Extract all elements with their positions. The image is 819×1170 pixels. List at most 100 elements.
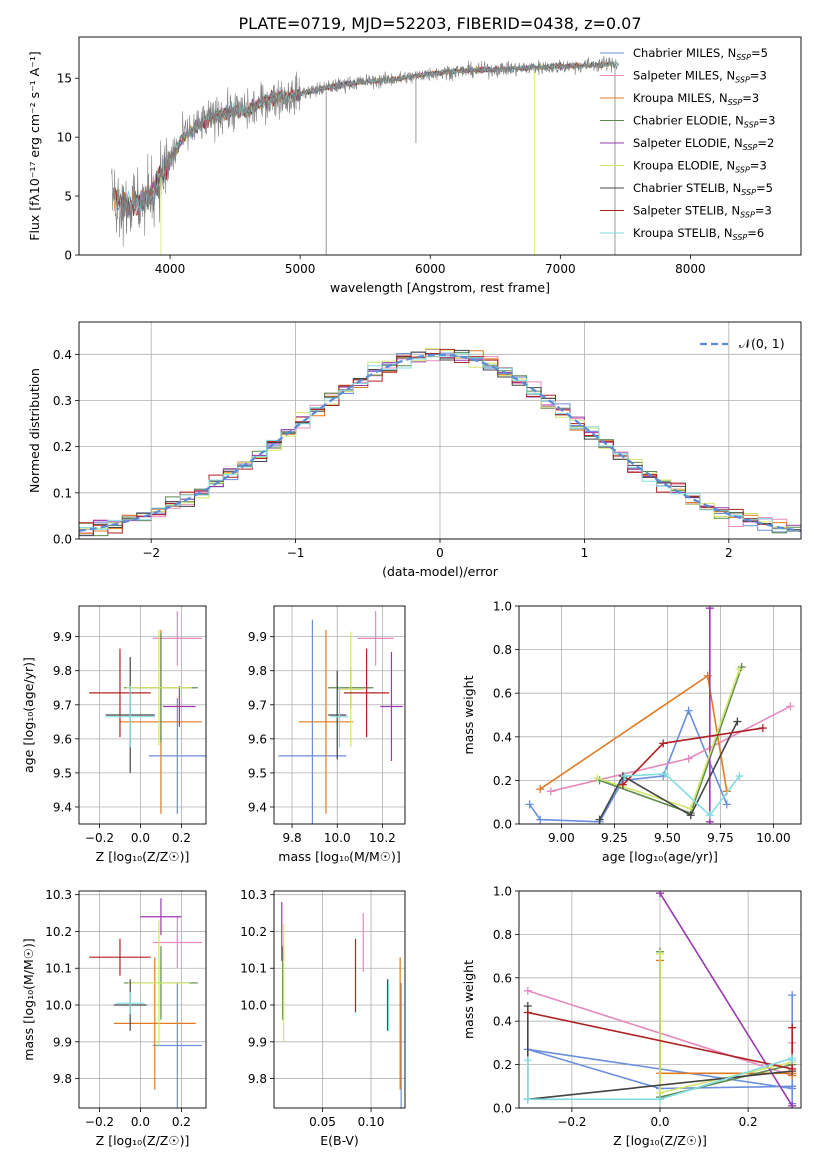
x-axis-label: Z [log₁₀(Z/Z☉)] — [613, 1133, 707, 1148]
weight-point-marker — [523, 1008, 532, 1017]
weight-point-marker — [705, 606, 714, 613]
weight-series — [546, 702, 795, 796]
legend-entry: 𝒩(0, 1) — [739, 336, 785, 351]
x-tick-label: 8000 — [675, 262, 706, 276]
plot-frame — [78, 605, 207, 825]
weight-series — [705, 606, 714, 824]
x-tick-label: 9.8 — [283, 831, 302, 845]
weight-point-marker — [722, 800, 731, 809]
x-tick-label: −0.2 — [85, 1115, 114, 1129]
figure-title: PLATE=0719, MJD=52203, FIBERID=0438, z=0… — [238, 14, 641, 33]
weight-point-marker — [684, 754, 693, 763]
x-axis-label: Z [log₁₀(Z/Z☉)] — [96, 1133, 190, 1148]
errorbar-point — [128, 920, 190, 1046]
x-tick-label: 0.2 — [172, 831, 191, 845]
y-tick-label: 9.9 — [248, 630, 267, 644]
weight-point-marker — [593, 774, 602, 783]
y-tick-label: 1.0 — [493, 600, 512, 614]
weight-point-marker — [788, 1064, 797, 1073]
errorbar-point — [380, 651, 403, 761]
x-tick-label: −0.2 — [85, 831, 114, 845]
x-tick-label: 10.00 — [756, 831, 790, 845]
y-tick-label: 0.0 — [493, 1102, 512, 1116]
errorbar-point — [298, 629, 354, 814]
grid-lines — [79, 891, 206, 1108]
y-tick-label: 0.4 — [493, 1015, 512, 1029]
y-axis-label: mass weight — [461, 960, 476, 1039]
mass-vs-metallicity-panel: −0.2 0.0 0.2 9.8 9.9 10.0 10.1 10.2 10.3 Z [log₁₀… — [21, 888, 207, 1148]
residuals-panel: −2 −1 0 1 2 0.0 0.1 0.2 0.3 0.4 (data-model)/error… — [27, 321, 802, 579]
y-tick-label: 0.8 — [493, 928, 512, 942]
legend-entry: Salpeter STELIB, NSSP=3 — [633, 204, 772, 220]
y-tick-label: 10.0 — [45, 999, 72, 1013]
x-tick-label: 0.0 — [650, 1115, 669, 1129]
errorbar-point — [344, 648, 390, 738]
weight-point-marker — [659, 739, 668, 748]
weight-point-marker — [656, 949, 664, 958]
errorbar-point — [278, 619, 347, 824]
weight-series — [656, 956, 797, 1080]
weight-series — [618, 724, 767, 789]
y-tick-label: 9.4 — [53, 800, 72, 814]
y-tick-label: 10.2 — [45, 925, 72, 939]
grid-lines — [274, 891, 405, 1108]
legend-entry: Kroupa MILES, NSSP=3 — [633, 91, 759, 107]
weight-point-marker — [786, 702, 795, 711]
x-tick-label: 7000 — [545, 262, 576, 276]
weight-point-marker — [621, 772, 630, 781]
y-tick-label: 15 — [57, 72, 72, 86]
y-tick-label: 9.9 — [248, 1035, 267, 1049]
y-tick-label: 10.1 — [45, 962, 72, 976]
y-tick-label: 9.9 — [53, 1035, 72, 1049]
errorbar-point — [148, 697, 206, 814]
y-axis-label: mass [log₁₀(M/M☉)] — [21, 938, 36, 1060]
weight-point-marker — [733, 717, 742, 726]
legend-entry: Kroupa ELODIE, NSSP=3 — [633, 159, 767, 175]
x-axis-label: mass [log₁₀(M/M☉)] — [278, 849, 400, 864]
y-tick-label: 9.9 — [53, 630, 72, 644]
x-axis-label: wavelength [Angstrom, rest frame] — [330, 280, 550, 295]
x-axis-label: Z [log₁₀(Z/Z☉)] — [96, 849, 190, 864]
legend-entry: Salpeter MILES, NSSP=3 — [633, 69, 767, 85]
plot-frame — [518, 890, 802, 1109]
y-tick-label: 10.3 — [240, 888, 267, 902]
y-tick-label: 0.6 — [493, 971, 512, 985]
x-tick-label: 0.05 — [309, 1115, 336, 1129]
weight-point-marker — [735, 665, 744, 674]
y-tick-label: 0.8 — [493, 643, 512, 657]
weight-point-marker — [525, 800, 534, 809]
normal-reference-curve — [79, 353, 801, 532]
x-tick-label: 6000 — [415, 262, 446, 276]
errorbar-point — [89, 938, 151, 976]
weight-series — [523, 1054, 797, 1104]
age-vs-metallicity-panel: −0.2 0.0 0.2 9.4 9.5 9.6 9.7 9.8 9.9 Z [log₁₀(Z/Z… — [21, 605, 207, 864]
y-tick-label: 0.4 — [53, 348, 72, 362]
x-tick-label: 10.2 — [369, 831, 396, 845]
errorbar-point — [328, 670, 347, 760]
x-tick-label: −2 — [142, 546, 160, 560]
weight-point-marker — [758, 724, 767, 733]
legend-entry: Kroupa STELIB, NSSP=6 — [633, 226, 764, 242]
x-tick-label: 4000 — [155, 262, 186, 276]
errorbar-point — [105, 686, 155, 748]
weight-series — [523, 1008, 797, 1073]
y-tick-label: 0.2 — [53, 440, 72, 454]
errorbar-point — [152, 916, 202, 969]
weight-point-marker — [656, 1095, 664, 1104]
weight-point-marker — [523, 1056, 532, 1065]
weight-point-marker — [536, 815, 545, 824]
weight-point-marker — [523, 1095, 532, 1104]
x-tick-label: 0.0 — [131, 831, 150, 845]
errorbar-point — [126, 629, 192, 746]
spectrum-legend: Chabrier MILES, NSSP=5 Salpeter MILES, NS… — [600, 46, 775, 242]
y-tick-label: 9.8 — [248, 664, 267, 678]
weight-series-line — [659, 892, 793, 1107]
x-tick-label: −1 — [287, 546, 305, 560]
weight-point-marker — [735, 772, 744, 781]
y-axis-label: mass weight — [461, 675, 476, 754]
x-tick-label: 0.0 — [131, 1115, 150, 1129]
plot-frame — [273, 605, 406, 825]
weight-series-line — [598, 721, 739, 820]
x-tick-label: 9.50 — [654, 831, 681, 845]
